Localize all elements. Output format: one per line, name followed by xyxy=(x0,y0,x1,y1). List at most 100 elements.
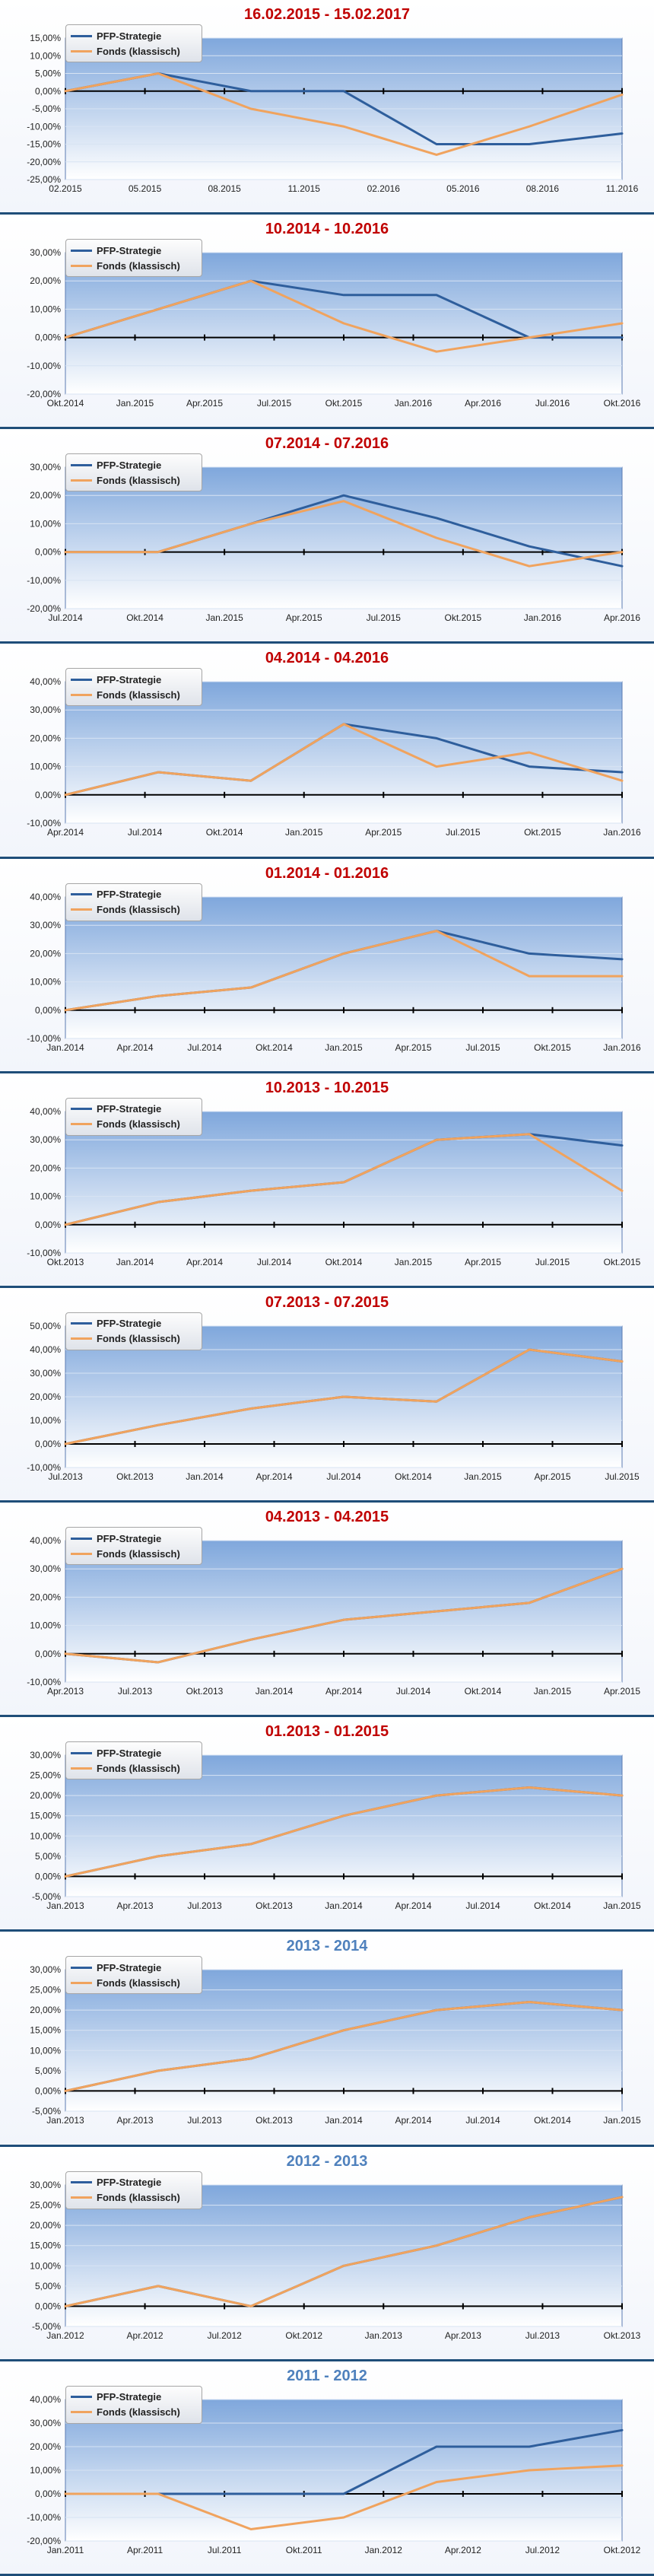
x-tick-label: Jul.2014 xyxy=(465,2115,500,2126)
legend-swatch xyxy=(71,693,92,696)
chart-card: 50,00% 40,00% 30,00% 20,00% 10,00% 0,00% -10,0… xyxy=(0,1287,654,1503)
legend-item: PFP-Strategie xyxy=(71,2390,197,2405)
legend: PFP-Strategie Fonds (klassisch) xyxy=(65,24,202,62)
chart-card: 30,00% 25,00% 20,00% 15,00% 10,00% 5,00% 0,00%… xyxy=(0,1717,654,1932)
x-tick-label: 11.2015 xyxy=(287,183,320,194)
x-tick-label: Apr.2014 xyxy=(325,1686,362,1697)
chart-title: 2011 - 2012 xyxy=(287,2367,367,2384)
x-tick-label: Jul.2015 xyxy=(605,1471,640,1482)
y-tick-label: 0,00% xyxy=(35,2489,61,2499)
series-line-fonds-klassisch xyxy=(64,929,624,1011)
x-tick-label: 05.2016 xyxy=(446,183,480,194)
x-tick-label: 08.2015 xyxy=(208,183,241,194)
legend-item: PFP-Strategie xyxy=(71,672,197,687)
chart-title: 04.2014 - 04.2016 xyxy=(265,650,389,667)
y-tick-label: 5,00% xyxy=(35,1851,61,1862)
x-tick-label: Apr.2014 xyxy=(395,2115,431,2126)
legend-item: Fonds (klassisch) xyxy=(71,2190,197,2206)
x-tick-label: Jan.2015 xyxy=(603,2115,641,2126)
x-tick-label: Jan.2015 xyxy=(603,1900,641,1911)
y-tick-label: -10,00% xyxy=(27,818,61,828)
legend-label: PFP-Strategie xyxy=(97,1747,162,1759)
x-tick-label: Jan.2014 xyxy=(186,1471,224,1482)
legend-label: PFP-Strategie xyxy=(97,673,162,685)
x-tick-label: Jul.2014 xyxy=(187,1042,222,1053)
y-tick-label: 25,00% xyxy=(30,1985,61,1996)
legend-swatch xyxy=(71,1751,92,1754)
legend: PFP-Strategie Fonds (klassisch) xyxy=(65,1741,202,1780)
x-tick-label: Apr.2012 xyxy=(127,2330,164,2341)
y-tick-label: -15,00% xyxy=(27,139,61,150)
chart-card: 40,00% 30,00% 20,00% 10,00% 0,00% -10,00% -20,… xyxy=(0,2361,654,2576)
x-tick-label: Jul.2014 xyxy=(257,1257,292,1267)
y-tick-label: 30,00% xyxy=(30,247,61,258)
legend: PFP-Strategie Fonds (klassisch) xyxy=(65,2171,202,2209)
x-tick-label: Jan.2014 xyxy=(46,1042,84,1053)
y-tick-label: 30,00% xyxy=(30,2418,61,2428)
legend-swatch xyxy=(71,2396,92,2399)
legend-swatch xyxy=(71,1537,92,1540)
x-tick-label: Apr.2013 xyxy=(445,2330,481,2341)
x-tick-label: Okt.2014 xyxy=(534,2115,571,2126)
y-tick-label: -10,00% xyxy=(27,575,61,586)
legend-label: PFP-Strategie xyxy=(97,889,162,901)
y-tick-label: 20,00% xyxy=(30,275,61,286)
x-tick-label: Jan.2015 xyxy=(464,1471,502,1482)
x-tick-label: Okt.2015 xyxy=(524,827,561,838)
legend-label: Fonds (klassisch) xyxy=(97,45,180,57)
y-tick-label: 0,00% xyxy=(35,547,61,558)
y-tick-label: -10,00% xyxy=(27,1677,61,1687)
y-tick-label: 0,00% xyxy=(35,1004,61,1015)
legend-item: PFP-Strategie xyxy=(71,1316,197,1331)
x-tick-label: Jul.2012 xyxy=(207,2330,242,2341)
chart-card: 40,00% 30,00% 20,00% 10,00% 0,00% -10,00% Jan.… xyxy=(0,858,654,1073)
legend-label: PFP-Strategie xyxy=(97,1532,162,1544)
legend-swatch xyxy=(71,1767,92,1770)
x-tick-label: Apr.2011 xyxy=(127,2545,163,2555)
x-tick-label: Apr.2013 xyxy=(116,1900,153,1911)
legend-swatch xyxy=(71,908,92,911)
x-tick-label: Jul.2011 xyxy=(208,2545,242,2555)
y-tick-label: -5,00% xyxy=(32,2106,61,2116)
y-tick-label: 30,00% xyxy=(30,705,61,716)
x-tick-label: Jul.2014 xyxy=(326,1471,361,1482)
y-tick-label: 20,00% xyxy=(30,1162,61,1173)
x-tick-label: Jul.2014 xyxy=(396,1686,431,1697)
legend-swatch xyxy=(71,34,92,37)
y-tick-label: -10,00% xyxy=(27,1462,61,1473)
x-tick-label: Jan.2014 xyxy=(325,1900,363,1911)
y-tick-label: 0,00% xyxy=(35,86,61,97)
legend-item: Fonds (klassisch) xyxy=(71,902,197,918)
legend-item: Fonds (klassisch) xyxy=(71,687,197,702)
y-tick-label: 10,00% xyxy=(30,976,61,987)
y-tick-label: 10,00% xyxy=(30,1191,61,1201)
y-tick-label: 25,00% xyxy=(30,2199,61,2210)
y-tick-label: 0,00% xyxy=(35,1439,61,1449)
y-tick-label: 25,00% xyxy=(30,1770,61,1781)
x-tick-label: 02.2015 xyxy=(49,183,82,194)
x-tick-label: Apr.2014 xyxy=(116,1042,153,1053)
legend-label: Fonds (klassisch) xyxy=(97,1118,180,1131)
series-line-fonds-klassisch xyxy=(64,1567,624,1664)
legend-label: Fonds (klassisch) xyxy=(97,1762,180,1774)
legend: PFP-Strategie Fonds (klassisch) xyxy=(65,1312,202,1350)
x-tick-label: Okt.2011 xyxy=(286,2545,322,2555)
x-tick-label: Okt.2015 xyxy=(604,1257,641,1267)
x-tick-label: Jul.2015 xyxy=(446,827,481,838)
y-tick-label: -10,00% xyxy=(27,2512,61,2523)
legend-label: Fonds (klassisch) xyxy=(97,1977,180,1989)
y-tick-label: -20,00% xyxy=(27,2536,61,2546)
x-tick-label: Okt.2014 xyxy=(465,1686,502,1697)
x-tick-label: Jan.2016 xyxy=(603,827,641,838)
y-tick-label: 20,00% xyxy=(30,491,61,501)
legend-label: Fonds (klassisch) xyxy=(97,904,180,916)
y-tick-label: -5,00% xyxy=(32,1891,61,1902)
legend-swatch xyxy=(71,1337,92,1340)
x-tick-label: Okt.2013 xyxy=(47,1257,84,1267)
y-tick-label: 40,00% xyxy=(30,892,61,902)
legend-swatch xyxy=(71,1108,92,1111)
x-tick-label: Okt.2012 xyxy=(604,2545,641,2555)
legend-label: Fonds (klassisch) xyxy=(97,2406,180,2419)
y-tick-label: 20,00% xyxy=(30,1790,61,1801)
